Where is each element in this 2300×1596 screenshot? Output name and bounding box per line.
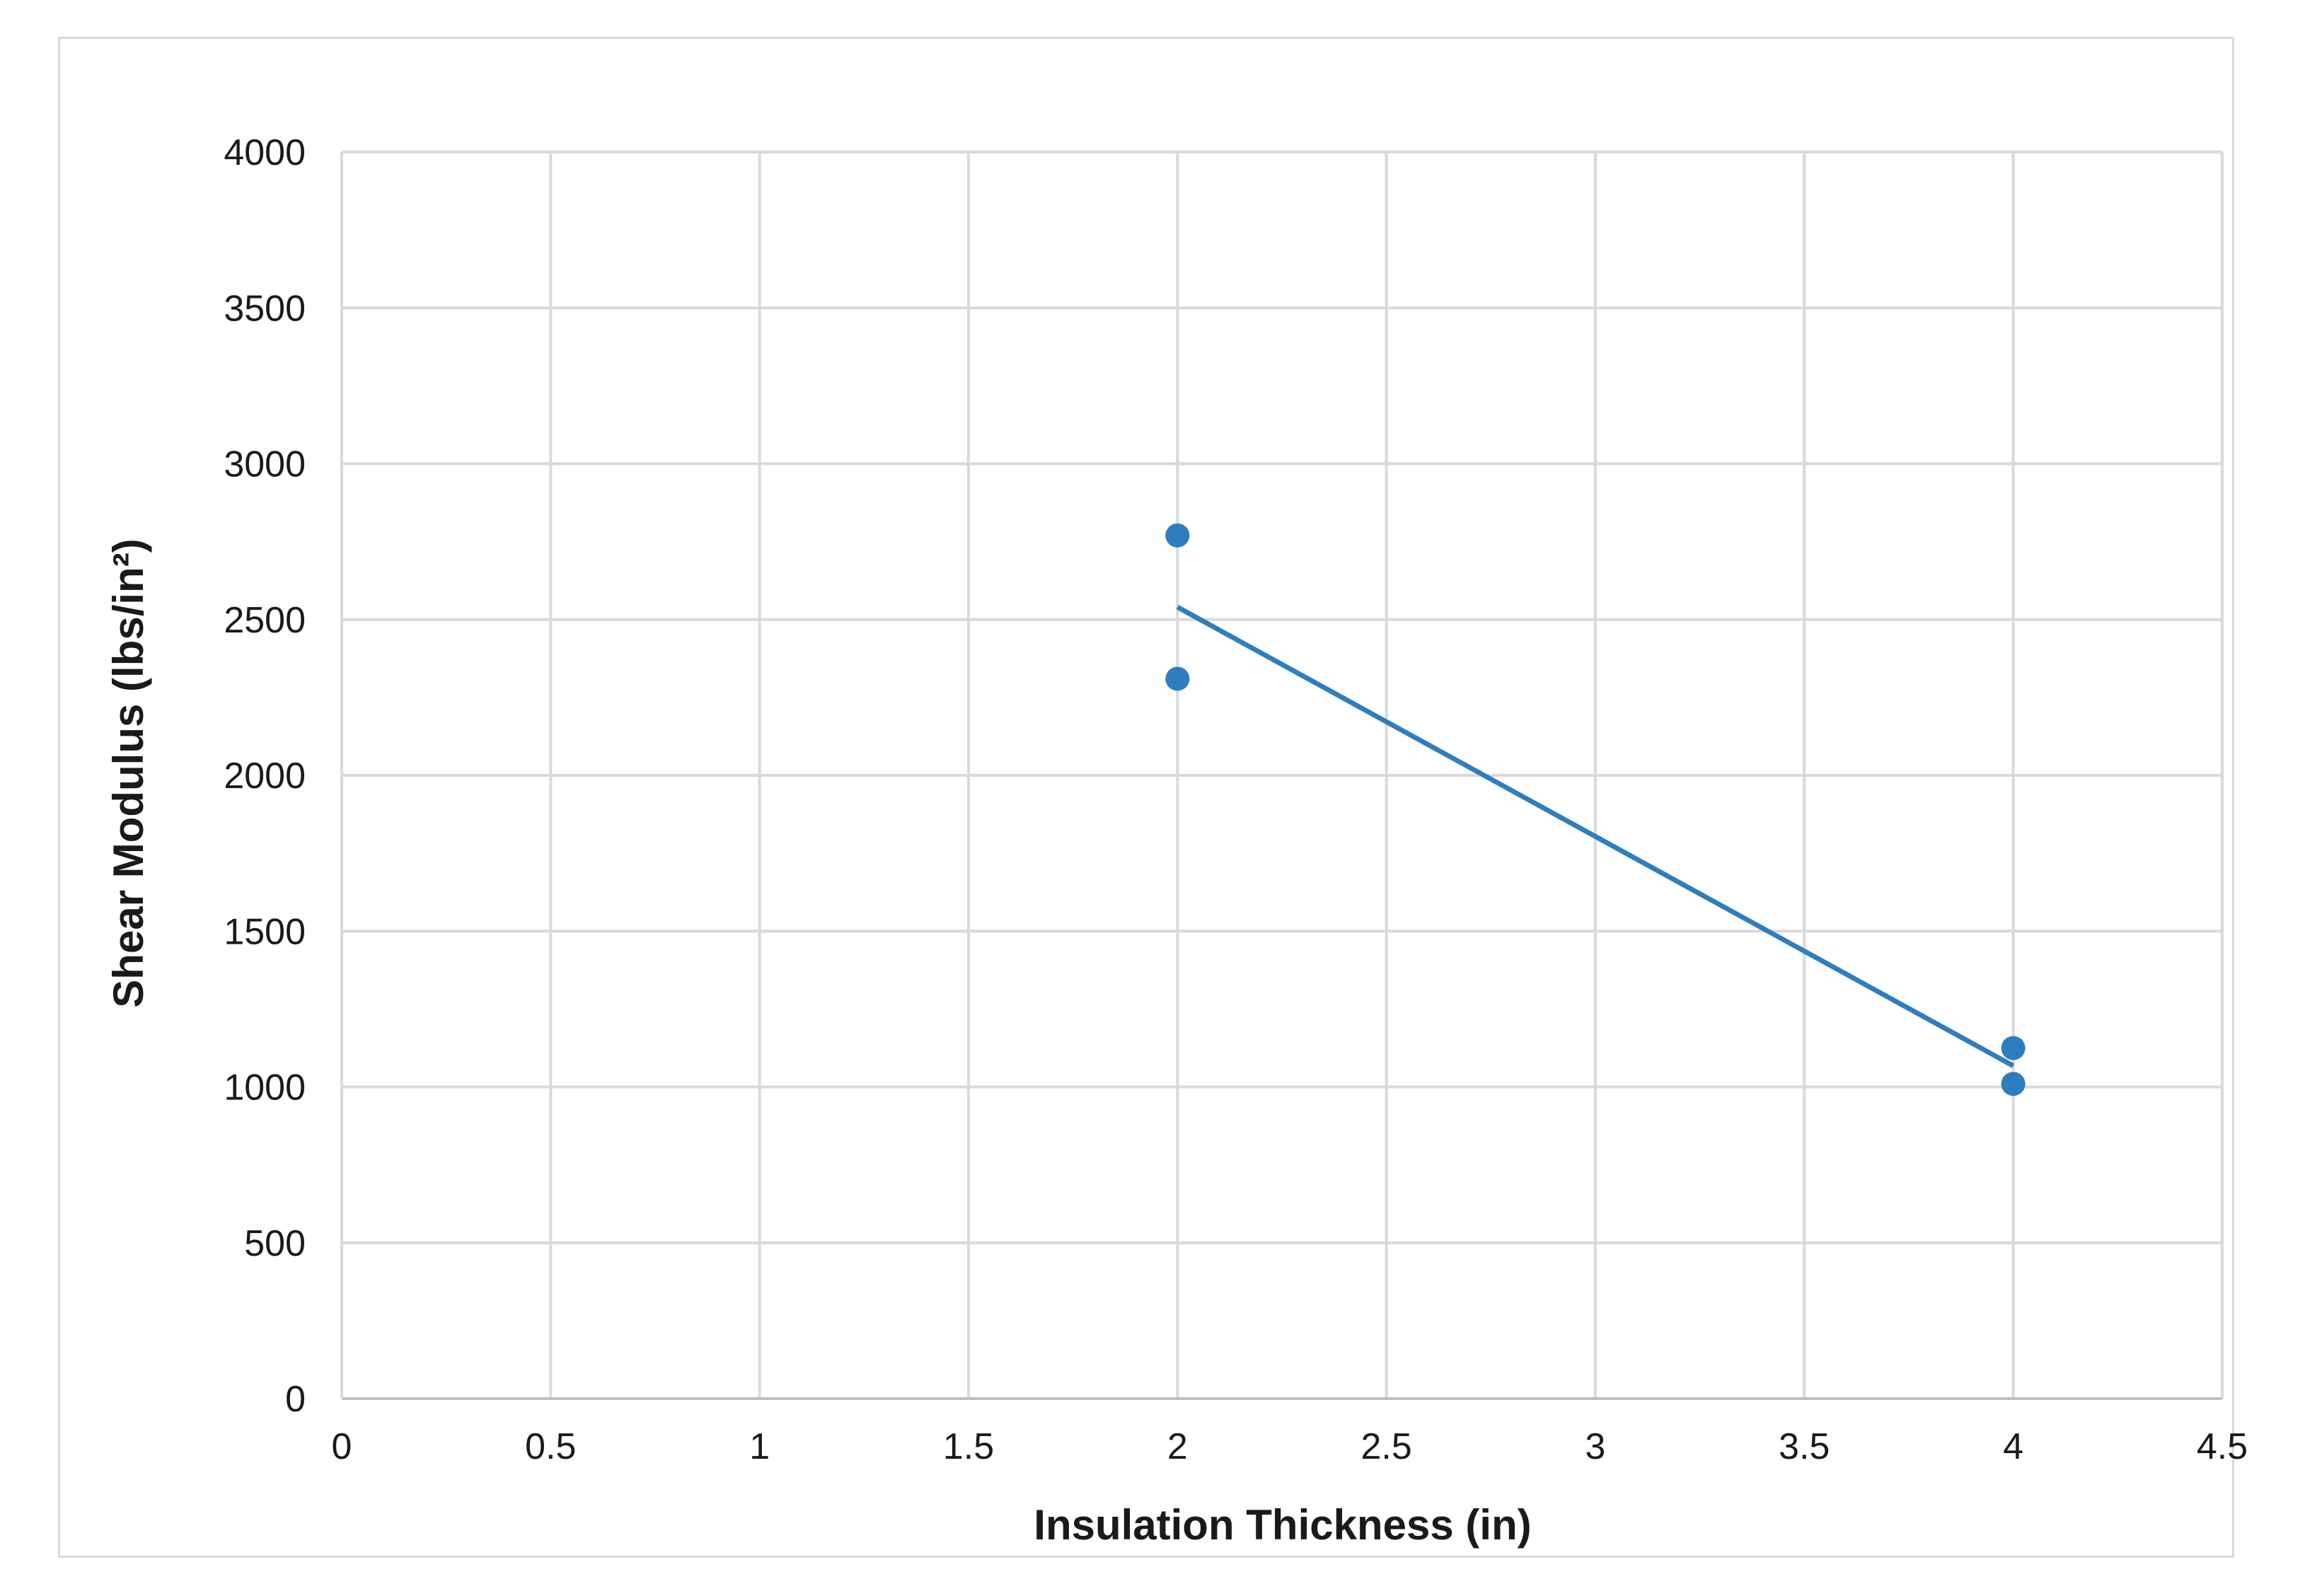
data-point — [1165, 666, 1190, 691]
y-tick-label: 500 — [244, 1223, 306, 1264]
x-tick-label: 0.5 — [525, 1426, 576, 1467]
x-tick-label: 2.5 — [1361, 1426, 1412, 1467]
x-tick-label: 1.5 — [943, 1426, 994, 1467]
trendline — [1176, 605, 2015, 1068]
y-tick-labels: 0 500 1000 1500 2000 2500 3000 3500 4000 — [224, 132, 306, 1420]
trendline-group — [1176, 605, 2015, 1068]
gridlines — [342, 151, 2224, 1399]
y-tick-label: 3500 — [224, 288, 306, 329]
y-tick-label: 2000 — [224, 756, 306, 797]
x-tick-label: 3 — [1585, 1426, 1606, 1467]
y-tick-label: 1000 — [224, 1068, 306, 1109]
y-tick-label: 0 — [285, 1379, 306, 1420]
y-tick-label: 2500 — [224, 600, 306, 641]
x-tick-labels: 0 0.5 1 1.5 2 2.5 3 3.5 4 4.5 — [332, 1426, 2248, 1467]
y-axis-title: Shear Modulus (lbs/in²) — [105, 538, 152, 1007]
x-tick-label: 2 — [1167, 1426, 1188, 1467]
x-axis-title: Insulation Thickness (in) — [1034, 1501, 1531, 1549]
x-tick-label: 4.5 — [2197, 1426, 2248, 1467]
x-tick-label: 1 — [749, 1426, 770, 1467]
axes — [340, 152, 2222, 1400]
x-tick-label: 3.5 — [1779, 1426, 1830, 1467]
data-point — [2001, 1036, 2025, 1060]
y-tick-label: 4000 — [224, 132, 306, 173]
data-points — [1165, 523, 2025, 1097]
chart-frame — [58, 37, 2234, 1558]
y-tick-label: 3000 — [224, 444, 306, 485]
y-tick-label: 1500 — [224, 911, 306, 952]
x-tick-label: 4 — [2003, 1426, 2023, 1467]
data-point — [1165, 523, 1190, 548]
x-tick-label: 0 — [332, 1426, 352, 1467]
data-point — [2001, 1072, 2025, 1097]
